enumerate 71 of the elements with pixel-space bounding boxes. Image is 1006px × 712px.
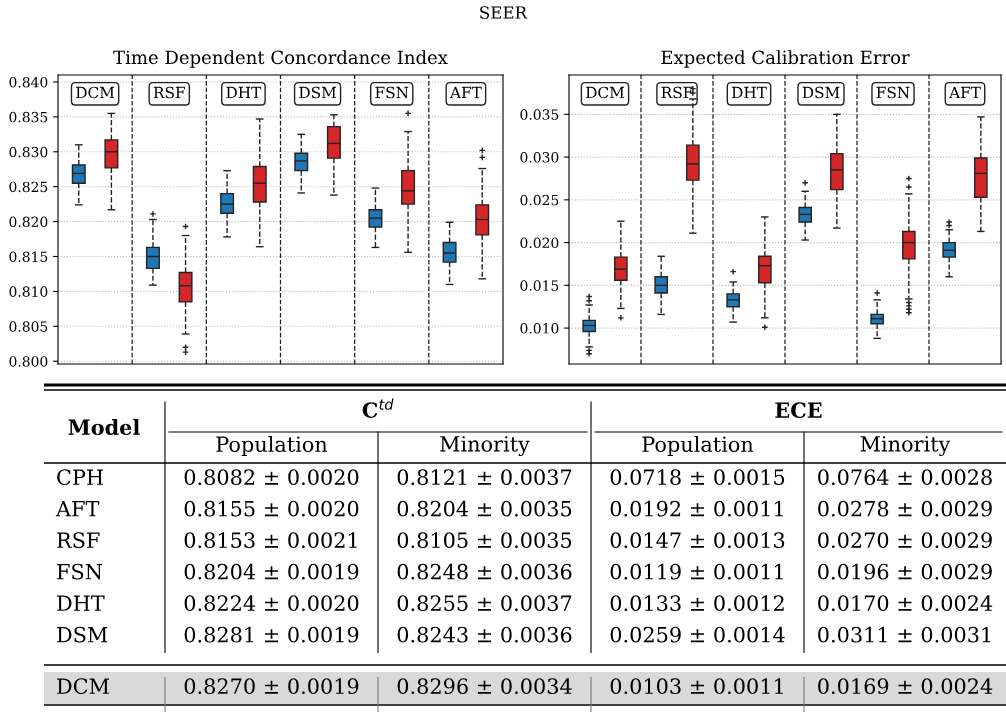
text: 0.0169 ± 0.0024 [818, 678, 993, 695]
y-tick-label: 0.820 [9, 216, 48, 228]
category-label: RSF [57, 532, 100, 549]
category-label: AFT [55, 501, 100, 517]
text: 0.0259 ± 0.0014 [610, 626, 785, 643]
text: 0.0718 ± 0.0015 [610, 469, 785, 486]
text: 0.0147 ± 0.0013 [610, 532, 785, 549]
x-tick-label: AFT [449, 86, 482, 98]
text: 0.8296 ± 0.0034 [397, 678, 572, 695]
text: 0.8204 ± 0.0019 [184, 563, 359, 580]
text: 0.8281 ± 0.0019 [184, 626, 359, 643]
y-tick-label: 0.825 [9, 181, 48, 193]
chart-title: Time Dependent Concordance Index [113, 50, 448, 68]
text: 0.0170 ± 0.0024 [818, 595, 993, 612]
y-tick-label: 0.830 [9, 146, 48, 158]
y-tick-label: 0.800 [9, 356, 48, 367]
text: 0.0270 ± 0.0029 [818, 532, 992, 549]
y-tick-label: 0.025 [520, 194, 559, 206]
y-tick-label: 0.020 [520, 237, 559, 249]
text: 0.8270 ± 0.0019 [184, 678, 359, 695]
category-label: FSN [57, 563, 103, 580]
x-tick-label: FSN [375, 86, 409, 99]
category-label: DCM [57, 678, 109, 695]
y-tick-label: 0.805 [9, 321, 48, 332]
text: 0.0192 ± 0.0011 [610, 500, 783, 517]
text: 0.8082 ± 0.0020 [184, 469, 359, 486]
text: 0.8248 ± 0.0036 [397, 563, 572, 580]
y-tick-label: 0.035 [520, 109, 559, 120]
x-tick-label: DHT [226, 86, 262, 98]
y-tick-label: 0.810 [9, 286, 48, 297]
category-label: DHT [57, 595, 105, 611]
category-label: Minority [860, 436, 951, 457]
text: SEER [480, 6, 528, 19]
y-tick-label: 0.015 [520, 280, 559, 291]
text: 0.0119 ± 0.0011 [610, 563, 783, 580]
text: 0.8153 ± 0.0021 [184, 532, 357, 549]
x-tick-label: DHT [731, 86, 767, 98]
text: 0.0764 ± 0.0028 [818, 469, 992, 486]
x-tick-label: AFT [949, 86, 981, 98]
category-label: CPH [57, 469, 103, 486]
category-label: Minority [440, 436, 530, 457]
text: 0.0133 ± 0.0012 [610, 595, 784, 612]
category-label: Population [642, 435, 754, 457]
text: 0.8243 ± 0.0036 [397, 626, 572, 643]
text: C$^{td}$ [362, 398, 394, 418]
text: Model [68, 418, 140, 436]
text: ECE [775, 402, 822, 419]
text: 0.0103 ± 0.0011 [610, 678, 783, 695]
text: 0.8105 ± 0.0035 [397, 532, 572, 549]
x-tick-label: DSM [299, 86, 336, 99]
y-tick-label: 0.030 [520, 152, 559, 163]
text: 0.8121 ± 0.0037 [397, 469, 572, 486]
text: 0.8204 ± 0.0035 [397, 500, 572, 517]
chart-title: Expected Calibration Error [661, 50, 910, 68]
text: 0.0278 ± 0.0029 [818, 500, 992, 517]
x-tick-label: DSM [802, 86, 840, 99]
y-tick-label: 0.835 [9, 111, 48, 123]
y-tick-label: 0.010 [520, 323, 559, 334]
text: 0.0196 ± 0.0029 [818, 563, 992, 580]
x-tick-label: DCM [76, 86, 115, 99]
y-tick-label: 0.840 [9, 76, 48, 88]
x-tick-label: RSF [153, 86, 185, 99]
text: 0.0311 ± 0.0031 [818, 626, 991, 643]
y-tick-label: 0.815 [9, 251, 48, 262]
x-tick-label: FSN [876, 86, 910, 99]
text: 0.8155 ± 0.0020 [184, 500, 359, 517]
category-label: DSM [57, 626, 108, 643]
x-tick-label: DCM [586, 86, 625, 99]
text: 0.8224 ± 0.0020 [184, 595, 359, 612]
text: 0.8255 ± 0.0037 [397, 595, 572, 612]
category-label: Population [216, 435, 328, 457]
